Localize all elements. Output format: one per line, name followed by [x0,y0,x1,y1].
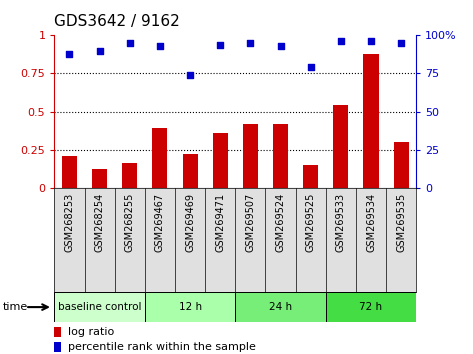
Point [156,43,164,49]
Bar [303,165,318,188]
Text: 24 h: 24 h [269,302,292,312]
Bar [273,124,288,188]
Bar [326,292,416,322]
Bar [145,292,235,322]
Text: GSM269535: GSM269535 [396,193,406,252]
Text: GSM269469: GSM269469 [185,193,195,252]
Text: GDS3642 / 9162: GDS3642 / 9162 [54,14,180,29]
Point [66,51,73,57]
Bar [92,169,107,188]
Point [186,72,194,78]
Point [217,42,224,47]
Text: GSM269525: GSM269525 [306,193,315,252]
Bar [122,163,137,188]
Point [277,43,284,49]
Text: 72 h: 72 h [359,302,383,312]
Text: GSM269507: GSM269507 [245,193,255,252]
Bar [54,292,145,322]
Text: GSM268254: GSM268254 [95,193,105,252]
Text: GSM269467: GSM269467 [155,193,165,252]
Text: GSM269471: GSM269471 [215,193,225,252]
Bar [394,142,409,188]
Point [337,39,345,44]
Bar [363,54,378,188]
Text: time: time [2,302,27,312]
Point [367,39,375,44]
Point [397,40,405,46]
Point [246,40,254,46]
Bar [54,327,61,337]
Text: baseline control: baseline control [58,302,141,312]
Point [307,64,315,70]
Text: GSM268253: GSM268253 [64,193,74,252]
Text: log ratio: log ratio [68,327,114,337]
Text: percentile rank within the sample: percentile rank within the sample [68,342,256,352]
Bar [333,105,349,188]
Bar [62,156,77,188]
Bar [243,124,258,188]
Bar [235,292,326,322]
Bar [54,342,61,353]
Point [126,40,133,46]
Text: GSM268255: GSM268255 [125,193,135,252]
Bar [183,154,198,188]
Bar [152,128,167,188]
Text: 12 h: 12 h [178,302,201,312]
Bar [213,133,228,188]
Text: GSM269534: GSM269534 [366,193,376,252]
Text: GSM269533: GSM269533 [336,193,346,252]
Point [96,48,104,53]
Text: GSM269524: GSM269524 [276,193,286,252]
